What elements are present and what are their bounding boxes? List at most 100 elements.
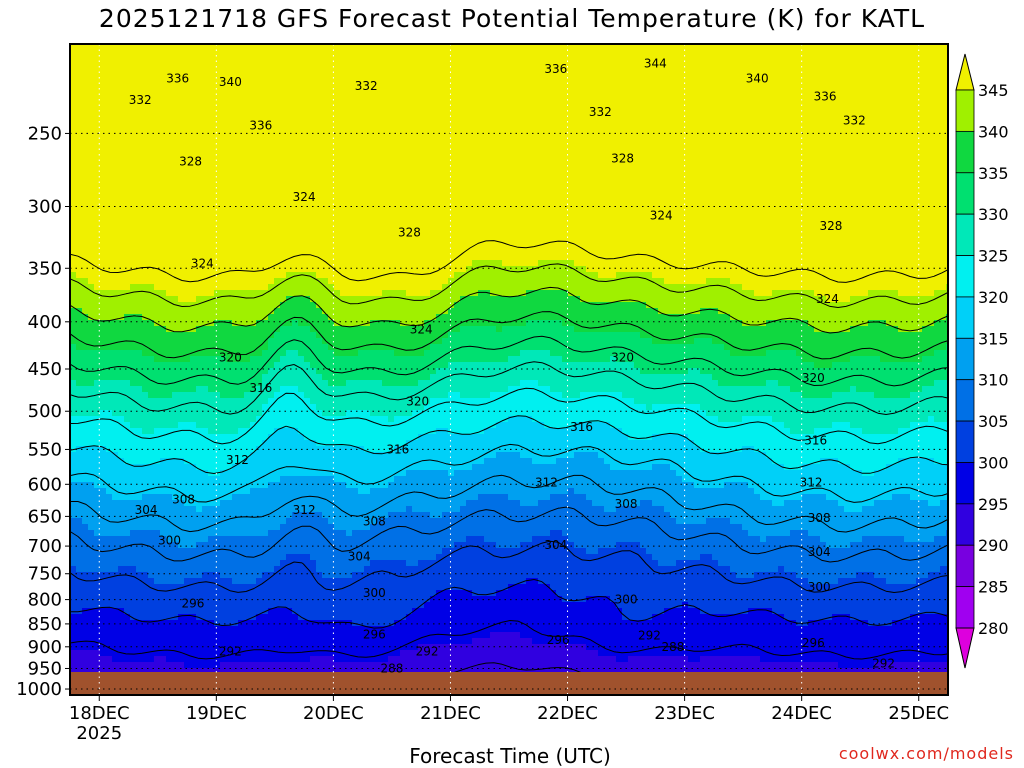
band-cell bbox=[250, 116, 257, 123]
band-cell bbox=[202, 152, 209, 159]
band-cell bbox=[340, 272, 347, 279]
band-cell bbox=[142, 632, 149, 639]
band-cell bbox=[100, 608, 107, 615]
band-cell bbox=[106, 386, 113, 393]
band-cell bbox=[334, 50, 341, 57]
band-cell bbox=[94, 434, 101, 441]
band-cell bbox=[172, 134, 179, 141]
band-cell bbox=[160, 626, 167, 633]
band-cell bbox=[274, 74, 281, 81]
band-cell bbox=[340, 464, 347, 471]
band-cell bbox=[262, 44, 269, 51]
band-cell bbox=[94, 644, 101, 651]
band-cell bbox=[274, 392, 281, 399]
band-cell bbox=[244, 266, 251, 273]
band-cell bbox=[244, 68, 251, 75]
band-cell bbox=[262, 170, 269, 177]
band-cell bbox=[76, 92, 83, 99]
band-cell bbox=[76, 110, 83, 117]
band-cell bbox=[112, 146, 119, 153]
band-cell bbox=[130, 584, 137, 591]
band-cell bbox=[166, 242, 173, 249]
band-cell bbox=[160, 68, 167, 75]
band-cell bbox=[244, 392, 251, 399]
band-cell bbox=[172, 356, 179, 363]
band-cell bbox=[238, 368, 245, 375]
band-cell bbox=[202, 92, 209, 99]
band-cell bbox=[70, 500, 77, 507]
band-cell bbox=[136, 368, 143, 375]
band-cell bbox=[274, 206, 281, 213]
band-cell bbox=[202, 410, 209, 417]
band-cell bbox=[244, 332, 251, 339]
band-cell bbox=[166, 224, 173, 231]
band-cell bbox=[226, 554, 233, 561]
band-cell bbox=[286, 422, 293, 429]
band-cell bbox=[292, 206, 299, 213]
band-cell bbox=[214, 56, 221, 63]
band-cell bbox=[304, 302, 311, 309]
band-cell bbox=[328, 632, 335, 639]
band-cell bbox=[202, 500, 209, 507]
band-cell bbox=[178, 80, 185, 87]
band-cell bbox=[214, 428, 221, 435]
band-cell bbox=[154, 596, 161, 603]
band-cell bbox=[136, 326, 143, 333]
band-cell bbox=[334, 344, 341, 351]
band-cell bbox=[178, 212, 185, 219]
band-cell bbox=[172, 380, 179, 387]
band-cell bbox=[106, 236, 113, 243]
band-cell bbox=[94, 242, 101, 249]
band-cell bbox=[88, 440, 95, 447]
band-cell bbox=[142, 308, 149, 315]
band-cell bbox=[160, 74, 167, 81]
band-cell bbox=[292, 86, 299, 93]
band-cell bbox=[76, 590, 83, 597]
band-cell bbox=[160, 362, 167, 369]
band-cell bbox=[256, 158, 263, 165]
band-cell bbox=[100, 44, 107, 51]
band-cell bbox=[124, 548, 131, 555]
band-cell bbox=[262, 584, 269, 591]
band-cell bbox=[172, 410, 179, 417]
band-cell bbox=[172, 602, 179, 609]
band-cell bbox=[256, 302, 263, 309]
band-cell bbox=[94, 398, 101, 405]
band-cell bbox=[322, 296, 329, 303]
band-cell bbox=[280, 158, 287, 165]
band-cell bbox=[214, 458, 221, 465]
band-cell bbox=[178, 566, 185, 573]
band-cell bbox=[88, 230, 95, 237]
band-cell bbox=[184, 368, 191, 375]
band-cell bbox=[148, 422, 155, 429]
band-cell bbox=[304, 590, 311, 597]
band-cell bbox=[76, 290, 83, 297]
band-cell bbox=[250, 224, 257, 231]
band-cell bbox=[118, 650, 125, 657]
band-cell bbox=[334, 122, 341, 129]
band-cell bbox=[136, 74, 143, 81]
band-cell bbox=[304, 338, 311, 345]
band-cell bbox=[286, 374, 293, 381]
band-cell bbox=[214, 560, 221, 567]
band-cell bbox=[310, 512, 317, 519]
band-cell bbox=[232, 80, 239, 87]
band-cell bbox=[118, 326, 125, 333]
band-cell bbox=[304, 194, 311, 201]
band-cell bbox=[292, 668, 299, 675]
band-cell bbox=[172, 392, 179, 399]
band-cell bbox=[88, 518, 95, 525]
band-cell bbox=[202, 308, 209, 315]
band-cell bbox=[202, 464, 209, 471]
band-cell bbox=[106, 326, 113, 333]
band-cell bbox=[340, 116, 347, 123]
band-cell bbox=[142, 128, 149, 135]
band-cell bbox=[226, 194, 233, 201]
band-cell bbox=[340, 170, 347, 177]
band-cell bbox=[82, 548, 89, 555]
band-cell bbox=[286, 68, 293, 75]
band-cell bbox=[166, 56, 173, 63]
band-cell bbox=[184, 224, 191, 231]
band-cell bbox=[334, 206, 341, 213]
band-cell bbox=[142, 236, 149, 243]
